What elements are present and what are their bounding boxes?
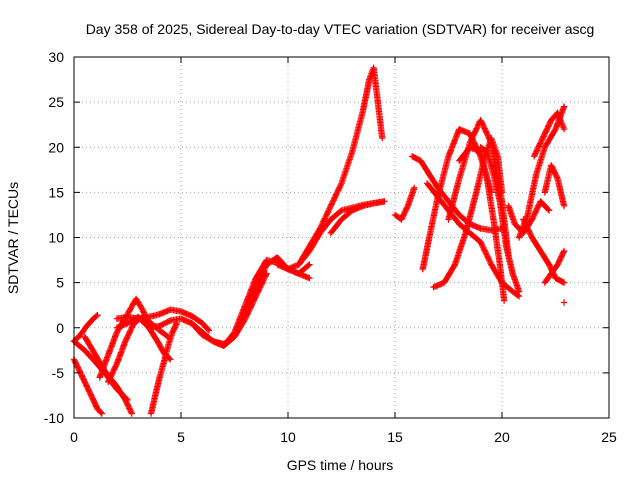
series-markers [456, 144, 508, 304]
series-markers [477, 144, 523, 295]
y-axis-label: SDTVAR / TECUs [5, 182, 21, 294]
data-marks [70, 64, 568, 417]
series-arc17 [391, 184, 418, 223]
series-arc16 [327, 198, 388, 237]
y-tick-label: 5 [56, 275, 64, 291]
series-markers [147, 320, 180, 417]
series-arc30 [541, 247, 568, 286]
y-tick-label: 15 [48, 184, 64, 200]
y-tick-label: 0 [56, 320, 64, 336]
x-tick-label: 10 [280, 429, 296, 445]
series-arc20 [423, 180, 523, 300]
series-arc8 [147, 320, 180, 417]
y-tick-label: 10 [48, 230, 64, 246]
series-arc15 [295, 64, 386, 268]
series-arc31 [560, 299, 568, 306]
series-arc28 [520, 216, 568, 286]
series-arc23 [456, 144, 508, 304]
chart-title: Day 358 of 2025, Sidereal Day-to-day VTE… [86, 21, 595, 37]
y-tick-label: 20 [48, 139, 64, 155]
x-tick-label: 5 [177, 429, 185, 445]
series-arc24 [477, 144, 523, 295]
series-markers [520, 216, 568, 286]
series-markers [560, 299, 568, 306]
series-markers [327, 198, 388, 237]
x-axis-label: GPS time / hours [287, 457, 394, 473]
series-markers [530, 109, 568, 160]
x-tick-label: 25 [601, 429, 617, 445]
grid-layer [74, 57, 609, 418]
x-tick-label: 0 [70, 429, 78, 445]
x-tick-label: 20 [494, 429, 510, 445]
axis-ticks: -10 -5 0 5 10 15 20 25 30 0 5 10 15 20 25 [44, 49, 617, 445]
y-tick-label: -10 [44, 410, 64, 426]
series-markers [423, 180, 523, 300]
series-arc29 [541, 162, 568, 210]
series-markers [295, 64, 386, 268]
y-tick-label: 30 [48, 49, 64, 65]
series-arc27 [530, 109, 568, 160]
series-arc9 [113, 306, 212, 334]
series-markers [541, 247, 568, 286]
series-markers [541, 162, 568, 210]
series-markers [391, 184, 418, 223]
y-tick-label: -5 [52, 365, 65, 381]
series-markers [113, 306, 212, 334]
y-tick-label: 25 [48, 94, 64, 110]
x-tick-label: 15 [387, 429, 403, 445]
